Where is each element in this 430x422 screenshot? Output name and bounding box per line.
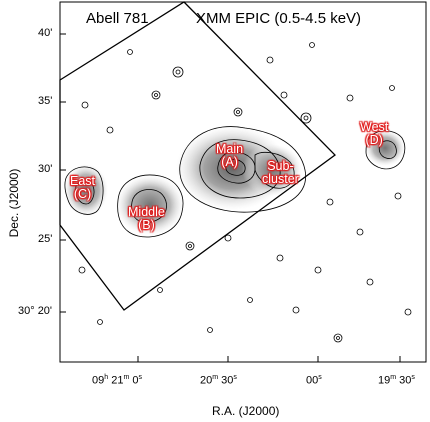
diffuse-emission: [64, 126, 405, 235]
x-tick-label: 09h 21m 0s: [92, 374, 142, 387]
x-tick-label: 00s: [306, 374, 322, 387]
axis-ticks: [60, 33, 401, 362]
label-middle: Middle (B): [128, 205, 165, 232]
y-tick-label: 25': [38, 233, 53, 245]
field-of-view-outline: [59, 1, 336, 311]
y-axis-title: Dec. (J2000): [7, 168, 21, 238]
title-instrument: XMM EPIC (0.5-4.5 keV): [196, 10, 362, 27]
y-tick-label: 35': [38, 95, 53, 107]
y-tick-label: 30° 20': [18, 305, 53, 317]
x-axis-title: R.A. (J2000): [212, 404, 280, 418]
contour-lines: [64, 126, 406, 238]
y-tick-label: 30': [38, 163, 53, 175]
title-cluster: Abell 781: [86, 10, 149, 27]
y-tick-label: 40': [38, 27, 53, 39]
label-east: East (C): [70, 174, 96, 201]
x-tick-label: 20m 30s: [200, 374, 237, 387]
label-subcluster: Sub-cluster: [262, 159, 299, 186]
point-sources: [78, 42, 412, 343]
x-tick-label: 19m 30s: [378, 374, 415, 387]
label-west: West (D): [360, 120, 389, 147]
label-main: Main (A): [216, 142, 244, 169]
